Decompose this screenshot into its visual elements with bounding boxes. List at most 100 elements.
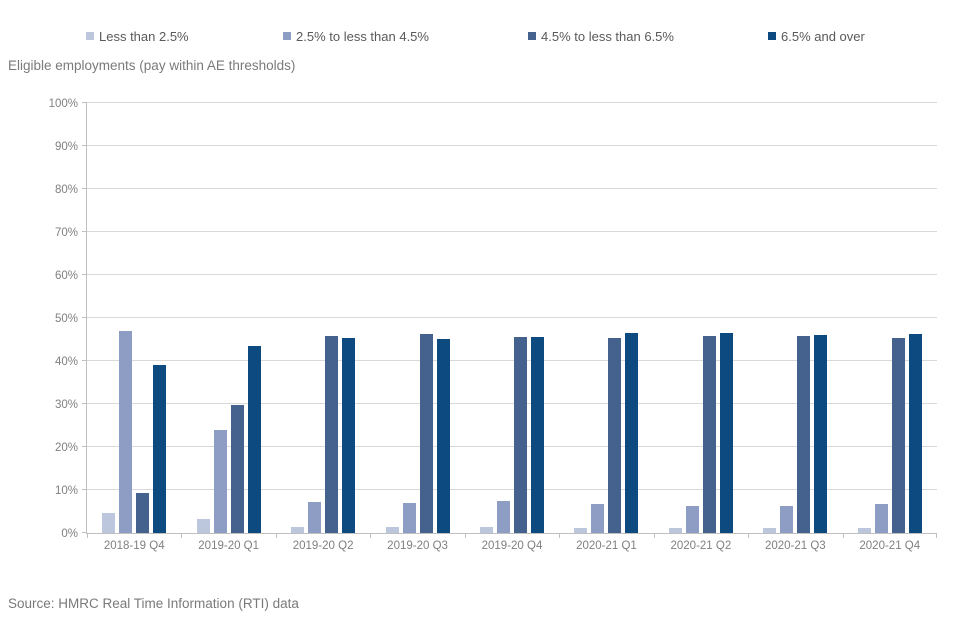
y-axis-label: 20% (54, 442, 78, 454)
y-axis-tick (82, 403, 87, 404)
bar (213, 429, 227, 533)
bar-group (276, 103, 370, 533)
bar (625, 333, 639, 533)
bar-group (370, 103, 464, 533)
legend-swatch-icon (768, 32, 776, 40)
y-axis-tick (82, 360, 87, 361)
gridline (87, 360, 937, 361)
bar-group (465, 103, 559, 533)
bar (402, 502, 416, 533)
legend-label: 6.5% and over (781, 28, 865, 44)
legend-item: 6.5% and over (768, 28, 865, 44)
bar (342, 337, 356, 533)
legend-label: 4.5% to less than 6.5% (541, 28, 674, 44)
legend-label: Less than 2.5% (99, 28, 189, 44)
y-axis-label: 0% (61, 528, 78, 540)
y-axis-label: 80% (54, 184, 78, 196)
x-axis-label: 2019-20 Q2 (292, 540, 354, 552)
bar (608, 337, 622, 533)
bar (814, 334, 828, 533)
legend-swatch-icon (283, 32, 291, 40)
x-axis-tick (748, 534, 750, 538)
bar-group (654, 103, 748, 533)
bar (719, 333, 733, 533)
bar (119, 330, 133, 533)
x-axis-tick (653, 534, 655, 538)
y-axis-tick (82, 188, 87, 189)
bar (668, 528, 682, 533)
x-axis-label: 2020-21 Q2 (670, 540, 732, 552)
bar (247, 346, 261, 533)
bar-group (748, 103, 842, 533)
x-axis-label: 2018-19 Q4 (103, 540, 165, 552)
y-axis-label: 50% (54, 313, 78, 325)
bar (591, 503, 605, 533)
x-axis-tick (87, 534, 88, 538)
gridline (87, 102, 937, 103)
legend-item: 2.5% to less than 4.5% (283, 28, 429, 44)
bar (891, 337, 905, 533)
bar (857, 527, 871, 533)
legend-item: Less than 2.5% (86, 28, 189, 44)
legend-label: 2.5% to less than 4.5% (296, 28, 429, 44)
bar (153, 365, 167, 533)
y-axis-label: 40% (54, 356, 78, 368)
y-axis-tick (82, 532, 87, 533)
bar (419, 334, 433, 533)
gridline (87, 403, 937, 404)
gridline (87, 489, 937, 490)
bar (385, 527, 399, 533)
bar (325, 335, 339, 533)
y-axis-label: 70% (54, 227, 78, 239)
x-axis-tick (842, 534, 844, 538)
bar (102, 512, 116, 533)
gridline (87, 231, 937, 232)
x-axis-label: 2019-20 Q4 (481, 540, 543, 552)
legend-swatch-icon (528, 32, 536, 40)
bar (291, 527, 305, 533)
y-axis-tick (82, 446, 87, 447)
y-axis-label: 100% (48, 98, 78, 110)
y-axis-tick (82, 489, 87, 490)
bar (196, 519, 210, 533)
y-axis-label: 90% (54, 141, 78, 153)
bar (308, 502, 322, 533)
y-axis-label: 60% (54, 270, 78, 282)
y-axis-tick (82, 145, 87, 146)
y-axis-tick (82, 231, 87, 232)
bar (136, 493, 150, 533)
bar (685, 505, 699, 533)
bar (874, 504, 888, 533)
bar-group (181, 103, 275, 533)
x-axis-tick (464, 534, 466, 538)
y-axis-label: 10% (54, 485, 78, 497)
chart-subtitle: Eligible employments (pay within AE thre… (8, 58, 296, 73)
x-axis-label: 2020-21 Q1 (576, 540, 637, 552)
x-axis-tick (275, 534, 277, 538)
bar-group (559, 103, 653, 533)
y-axis-label: 30% (54, 399, 78, 411)
bar (763, 527, 777, 533)
bar (436, 338, 450, 533)
gridline (87, 446, 937, 447)
x-axis-label: 2020-21 Q3 (764, 540, 826, 552)
x-axis-tick (370, 534, 372, 538)
bar (479, 527, 493, 533)
bar (513, 337, 527, 533)
bar-group (843, 103, 937, 533)
gridline (87, 317, 937, 318)
y-axis-tick (82, 102, 87, 103)
bar (908, 334, 922, 533)
bar (530, 336, 544, 533)
y-axis-tick (82, 317, 87, 318)
gridline (87, 274, 937, 275)
bar-group (87, 103, 181, 533)
x-axis-tick (181, 534, 183, 538)
x-axis-tick (936, 534, 937, 538)
legend: Less than 2.5% 2.5% to less than 4.5% 4.5%… (0, 28, 960, 46)
bar (780, 505, 794, 533)
y-axis-tick (82, 274, 87, 275)
legend-swatch-icon (86, 32, 94, 40)
gridline (87, 188, 937, 189)
